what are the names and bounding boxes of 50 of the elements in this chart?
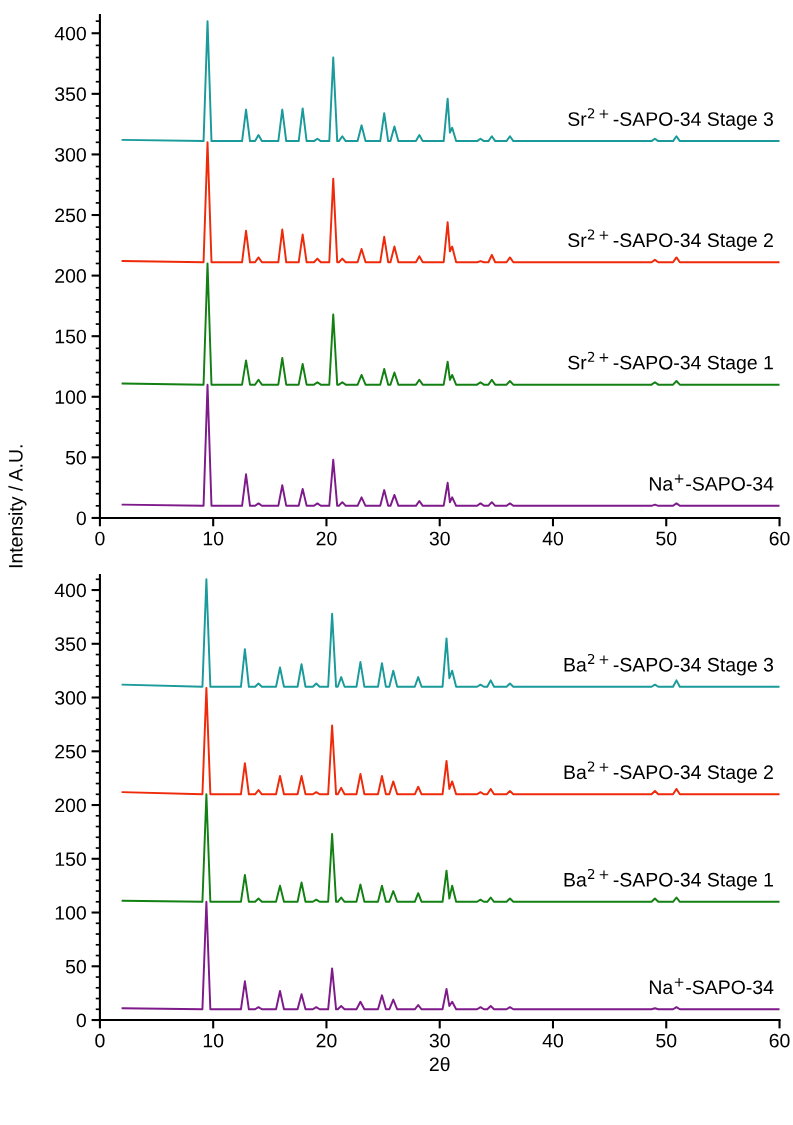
line-series xyxy=(121,383,780,507)
y-tick-label: 50 xyxy=(65,959,86,974)
y-tick-label: 200 xyxy=(55,269,86,283)
x-tick-label: 10 xyxy=(203,1033,224,1048)
series-label: Sr$^{2+}$-SAPO-34 Stage 3 xyxy=(568,108,773,130)
x-tick-label: 0 xyxy=(95,1033,105,1048)
line-series xyxy=(121,900,780,1011)
x-tick-label: 0 xyxy=(95,531,105,546)
y-tick-label: 250 xyxy=(55,744,86,759)
y-tick-label: 100 xyxy=(55,906,86,920)
y-tick-label: 300 xyxy=(55,147,86,162)
y-tick-label: 0 xyxy=(76,1013,86,1028)
series-label: Ba$^{2+}$-SAPO-34 Stage 1 xyxy=(564,868,773,891)
y-tick-label: 250 xyxy=(55,208,86,223)
x-axis-title: 2θ xyxy=(429,1056,450,1072)
y-tick-label: 100 xyxy=(55,390,86,405)
x-tick-label: 40 xyxy=(542,531,564,546)
y-tick-label: 350 xyxy=(55,87,86,102)
x-tick-label: 60 xyxy=(769,531,790,546)
line-series xyxy=(121,793,780,903)
line-series xyxy=(121,20,780,143)
x-tick-label: 10 xyxy=(203,531,224,546)
y-tick-label: 350 xyxy=(55,637,86,652)
series-label: Na$^{+}$-SAPO-34 xyxy=(649,978,774,995)
y-tick-label: 200 xyxy=(55,798,86,813)
line-series xyxy=(121,686,780,796)
x-tick-label: 50 xyxy=(656,1033,677,1048)
x-tick-label: 30 xyxy=(429,531,450,546)
x-tick-label: 60 xyxy=(769,1033,790,1048)
y-tick-label: 50 xyxy=(65,450,86,465)
y-tick-label: 300 xyxy=(55,691,86,705)
y-tick-label: 0 xyxy=(76,511,86,526)
series-label: Ba$^{2+}$-SAPO-34 Stage 3 xyxy=(564,653,774,676)
y-tick-label: 400 xyxy=(54,583,86,598)
line-series xyxy=(121,578,780,688)
x-tick-label: 50 xyxy=(656,531,677,546)
y-tick-label: 400 xyxy=(54,26,86,41)
x-tick-label: 20 xyxy=(316,1033,337,1048)
series-label: Na$^{+}$-SAPO-34 xyxy=(649,474,774,491)
line-series xyxy=(121,141,780,264)
series-label: Sr$^{2+}$-SAPO-34 Stage 2 xyxy=(568,229,773,251)
y-tick-label: 150 xyxy=(55,329,86,344)
line-series xyxy=(121,262,780,386)
x-tick-label: 40 xyxy=(542,1033,564,1048)
series-label: Sr$^{2+}$-SAPO-34 Stage 1 xyxy=(568,351,773,374)
x-tick-label: 20 xyxy=(316,531,337,546)
x-tick-label: 30 xyxy=(429,1033,450,1048)
y-axis-title: Intensity / A.U. xyxy=(8,445,27,568)
series-label: Ba$^{2+}$-SAPO-34 Stage 2 xyxy=(564,761,773,783)
y-tick-label: 150 xyxy=(55,852,86,867)
